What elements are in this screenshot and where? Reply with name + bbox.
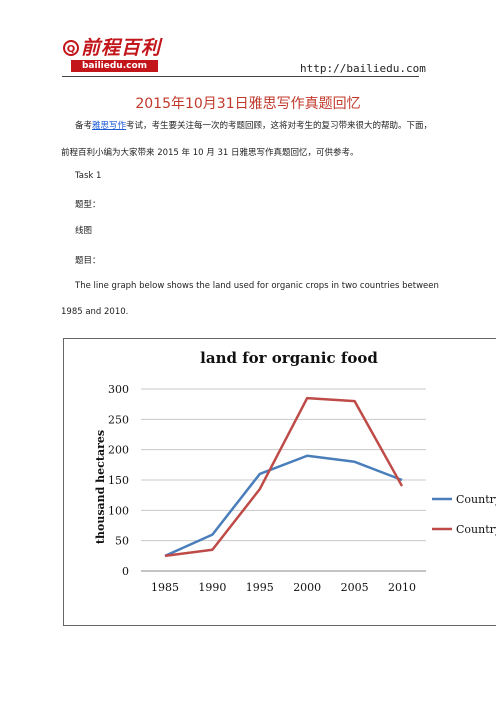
series-line-2 — [164, 396, 404, 558]
intro-line-2: 前程百利小编为大家带来 2015 年 10 月 31 日雅思写作真题回忆，可供参… — [61, 148, 359, 158]
question-line-1: The line graph below shows the land used… — [75, 281, 439, 291]
legend-label: Country A — [456, 493, 496, 506]
y-tick-label: 200 — [108, 444, 129, 457]
series-line-1 — [164, 454, 403, 557]
x-tick-label: 2005 — [341, 581, 369, 594]
y-tick-label: 50 — [115, 535, 129, 548]
x-tick-label: 1995 — [246, 581, 274, 594]
header-divider — [62, 76, 419, 77]
y-axis-label: thousand hectares — [94, 430, 107, 544]
y-tick-label: 300 — [108, 383, 129, 396]
page-title: 2015年10月31日雅思写作真题回忆 — [135, 96, 361, 112]
logo: Q 前程百利 bailiedu.com — [63, 38, 163, 72]
x-tick-label: 2000 — [293, 581, 321, 594]
question-label: 题目： — [75, 256, 101, 266]
site-url[interactable]: http://bailiedu.com — [300, 62, 426, 75]
question-line-2: 1985 and 2010. — [61, 307, 129, 317]
y-tick-label: 100 — [108, 504, 129, 517]
intro-line-1: 备考雅思写作考试，考生要关注每一次的考题回顾，这将对考生的复习带来很大的帮助。下… — [75, 119, 432, 131]
logo-icon: Q — [63, 40, 79, 56]
y-tick-label: 250 — [108, 413, 129, 426]
y-tick-label: 0 — [122, 565, 129, 578]
line-chart: land for organic food thousand hectares … — [94, 349, 496, 594]
type-value: 线图 — [75, 226, 93, 236]
chart-title: land for organic food — [200, 349, 378, 367]
ielts-writing-link[interactable]: 雅思写作 — [92, 121, 127, 131]
x-tick-label: 1990 — [198, 581, 226, 594]
x-tick-label: 2010 — [388, 581, 416, 594]
task-label: Task 1 — [75, 171, 102, 181]
y-tick-label: 150 — [108, 474, 129, 487]
legend-label: Country B — [456, 523, 496, 536]
chart-container: land for organic food thousand hectares … — [63, 338, 496, 626]
x-tick-label: 1985 — [151, 581, 179, 594]
logo-subtext: bailiedu.com — [71, 60, 158, 72]
intro-prefix: 备考 — [75, 121, 93, 131]
intro-suffix: 考试，考生要关注每一次的考题回顾，这将对考生的复习带来很大的帮助。下面， — [126, 121, 433, 131]
logo-text: 前程百利 — [81, 37, 162, 59]
type-label: 题型： — [75, 200, 101, 210]
